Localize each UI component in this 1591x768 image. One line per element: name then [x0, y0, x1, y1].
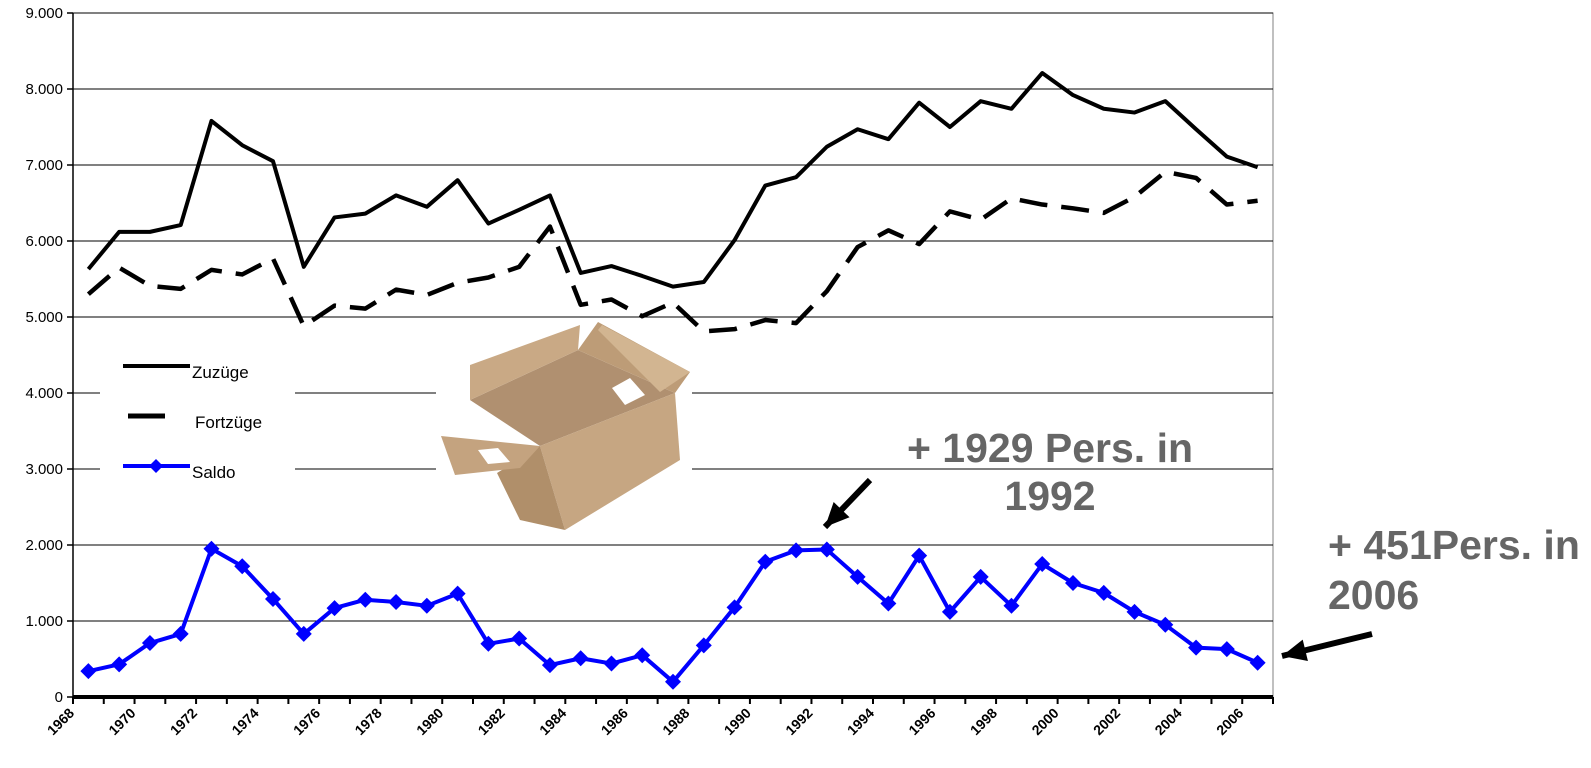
legend-saldo-label: Saldo	[192, 463, 236, 482]
series-2-point-2002	[1126, 603, 1143, 620]
series-2-point-1998	[1003, 597, 1020, 614]
arrow-2006-head	[1282, 639, 1308, 661]
series-2-point-2004	[1188, 639, 1205, 656]
series-2-point-2006	[1249, 654, 1266, 671]
legend-fortzuege-label: Fortzüge	[195, 413, 263, 432]
y-tick-label-4: 4.000	[25, 385, 63, 402]
series-2-point-1969	[111, 656, 128, 673]
series-2-point-1999	[1034, 556, 1051, 572]
series-line-0	[86, 71, 1259, 289]
arrow-1992	[822, 477, 873, 530]
series-2-point-2001	[1095, 584, 1112, 601]
y-tick-label-5: 5.000	[25, 309, 63, 326]
series-2-point-1995	[911, 547, 928, 564]
series-2-point-1982	[511, 630, 528, 647]
box-front-right	[540, 393, 680, 530]
series-2-point-1997	[972, 568, 989, 585]
x-tick-label-1980: 1980	[413, 705, 446, 738]
series-2-point-1978	[388, 594, 405, 610]
arrow-2006	[1281, 631, 1373, 661]
series-2-point-1976	[326, 600, 343, 617]
series-2-point-1985	[603, 655, 620, 672]
legend-saldo-marker	[149, 459, 163, 473]
y-tick-label-8: 8.000	[25, 81, 63, 98]
series-2-point-1983	[541, 657, 558, 674]
x-tick-label-1998: 1998	[967, 705, 1000, 738]
x-tick-label-1988: 1988	[659, 705, 692, 738]
series-2-point-1996	[941, 603, 958, 620]
x-tick-label-1972: 1972	[167, 705, 200, 738]
x-tick-label-1970: 1970	[105, 705, 138, 738]
series-2-point-1988	[695, 637, 712, 654]
y-tick-label-2: 2.000	[25, 537, 63, 554]
series-2-point-1973	[234, 558, 251, 575]
y-tick-label-7: 7.000	[25, 157, 63, 174]
series-2-point-1970	[141, 635, 158, 652]
series-2-point-2005	[1218, 641, 1235, 658]
x-tick-label-1974: 1974	[228, 705, 261, 738]
box-flap-back	[470, 325, 580, 400]
series-2-point-1981	[480, 635, 497, 652]
box-flap-handle	[598, 325, 690, 392]
series-2-point-2000	[1065, 575, 1081, 591]
series-2-point-1979	[418, 597, 435, 614]
series-2-point-1991	[788, 542, 805, 559]
x-tick-label-2002: 2002	[1090, 705, 1123, 738]
series-2-point-1994	[880, 595, 897, 612]
y-tick-label-0: 0	[55, 689, 63, 706]
series-2-point-1992	[818, 541, 835, 558]
box-handle-hole-left	[478, 448, 510, 464]
series-2-point-1986	[634, 647, 651, 664]
x-tick-label-1996: 1996	[905, 705, 938, 738]
series-2-point-1975	[295, 625, 312, 642]
y-tick-label-9: 9.000	[25, 5, 63, 22]
annotation-1992: + 1929 Pers. in 1992	[906, 425, 1194, 519]
series-2-point-2003	[1157, 616, 1174, 633]
series-2-point-1984	[572, 650, 589, 667]
series-2-point-1989	[726, 599, 743, 616]
x-tick-label-1968: 1968	[44, 705, 77, 738]
arrow-1992-head	[825, 502, 850, 527]
x-tick-label-1978: 1978	[351, 705, 384, 738]
series-2-point-1977	[357, 591, 374, 608]
y-tick-label-6: 6.000	[25, 233, 63, 250]
x-tick-label-2000: 2000	[1028, 705, 1061, 738]
x-tick-label-1992: 1992	[782, 705, 815, 738]
x-tick-label-1982: 1982	[475, 705, 508, 738]
y-tick-label-1: 1.000	[25, 613, 63, 630]
series-line-1	[86, 169, 1258, 334]
x-tick-label-2004: 2004	[1151, 705, 1184, 738]
x-tick-label-1976: 1976	[290, 705, 323, 738]
box-handle-hole-right	[612, 378, 645, 405]
series-2-point-1990	[757, 553, 774, 570]
x-tick-label-2006: 2006	[1213, 705, 1246, 738]
y-tick-label-3: 3.000	[25, 461, 63, 478]
series-2-point-1993	[849, 568, 866, 585]
series-2-point-1971	[172, 625, 189, 642]
series-2-point-1972	[203, 540, 220, 557]
legend-zuzuege-label: Zuzüge	[192, 363, 249, 382]
x-tick-label-1984: 1984	[536, 705, 569, 738]
x-tick-label-1986: 1986	[598, 705, 631, 738]
annotation-2006: + 451Pers. in 2006	[1328, 522, 1580, 618]
x-tick-label-1990: 1990	[721, 705, 754, 738]
series-2-point-1968	[80, 663, 97, 680]
open-cardboard-box-icon	[441, 322, 690, 530]
box-top-opening	[470, 350, 675, 446]
series-2-point-1980	[449, 585, 466, 602]
series-2-point-1987	[665, 673, 681, 690]
x-tick-label-1994: 1994	[844, 705, 877, 738]
series-2-point-1974	[265, 590, 281, 607]
